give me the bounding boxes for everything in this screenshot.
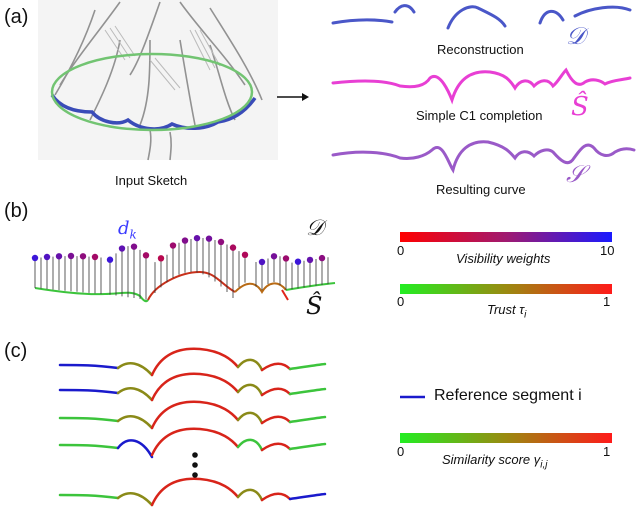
similarity-segment [150, 400, 240, 430]
input-sketch [38, 0, 278, 161]
similarity-label-subscript: i,j [540, 459, 548, 471]
trust-max: 1 [603, 294, 611, 309]
resulting-curve-caption: Resulting curve [436, 182, 526, 197]
trust-label: Trust τi [487, 302, 526, 321]
dk-point [205, 235, 213, 242]
d-symbol: 𝒟 [306, 216, 324, 241]
similarity-segment [58, 363, 120, 370]
dk-point [43, 253, 51, 261]
similarity-segment [236, 488, 264, 502]
arrow [277, 93, 309, 101]
dk-point [157, 255, 165, 262]
dk-point [294, 258, 302, 265]
similarity-segment [116, 439, 154, 459]
c1-completion-curve [331, 67, 632, 105]
similarity-segment [58, 493, 120, 500]
dk-point [67, 252, 75, 260]
dk-point [193, 234, 201, 242]
visibility-max: 10 [600, 243, 615, 258]
trust-label-text: Trust τ [487, 302, 525, 317]
similarity-segment [116, 362, 154, 377]
trust-label-subscript: i [524, 309, 527, 321]
similarity-segment [288, 387, 327, 396]
similarity-segment [288, 492, 327, 501]
dk-point [55, 253, 63, 260]
similarity-min: 0 [397, 444, 405, 459]
similarity-segment [150, 477, 240, 507]
dk-point [229, 244, 237, 251]
similarity-segment [288, 362, 327, 371]
similarity-segment [58, 388, 120, 395]
dk-point [79, 253, 87, 260]
panel-label-b: (b) [4, 200, 29, 222]
visibility-label: Visibility weights [456, 251, 551, 266]
similarity-max: 1 [603, 444, 611, 459]
similarity-segment [58, 416, 120, 423]
dk-point [169, 242, 177, 249]
similarity-label-text: Similarity score γ [442, 452, 541, 467]
trust-min: 0 [397, 294, 405, 309]
similarity-segment [260, 415, 292, 425]
similarity-rows [58, 347, 327, 507]
dk-point [118, 245, 126, 252]
similarity-segment [58, 443, 120, 450]
similarity-segment [236, 411, 264, 425]
c1-completion-symbol: Ŝ [571, 92, 589, 122]
dk-point [270, 253, 278, 260]
similarity-segment [150, 372, 240, 402]
similarity-segment [150, 427, 240, 457]
dk-point [106, 256, 114, 263]
reconstruction-caption: Reconstruction [437, 42, 524, 57]
similarity-segment [260, 387, 292, 397]
similarity-segment [116, 492, 154, 507]
dk-label-subscript: k [129, 227, 137, 242]
dk-point [130, 243, 138, 250]
dk-point [142, 252, 150, 259]
dk-point [258, 258, 266, 266]
dk-point [306, 256, 314, 264]
similarity-segment [150, 347, 240, 377]
similarity-segment [288, 415, 327, 424]
input-sketch-caption: Input Sketch [115, 173, 188, 188]
similarity-segment [260, 362, 292, 372]
dk-point [318, 254, 326, 262]
dk-point [181, 237, 189, 244]
similarity-colorbar [400, 433, 612, 443]
reconstruction-curve [331, 4, 632, 30]
similarity-segment [236, 438, 264, 452]
dk-plot [31, 234, 336, 303]
panel-label-c: (c) [4, 340, 28, 362]
similarity-label: Similarity score γi,j [442, 452, 547, 471]
reconstruction-symbol: 𝒟 [566, 22, 586, 50]
resulting-curve [331, 140, 636, 174]
dk-point [31, 254, 39, 262]
ellipsis-dots [192, 452, 198, 478]
similarity-segment [260, 442, 292, 452]
similarity-segment [260, 492, 292, 502]
trust-colorbar [400, 284, 612, 294]
dk-point [217, 238, 225, 246]
c1-completion-caption: Simple C1 completion [416, 108, 543, 123]
resulting-curve-symbol: 𝒮 [566, 160, 585, 188]
similarity-segment [116, 415, 154, 430]
similarity-segment [236, 383, 264, 397]
dk-label-d: d [118, 218, 130, 239]
panel-label-a: (a) [4, 6, 29, 28]
similarity-segment [116, 387, 154, 402]
dk-point [282, 255, 290, 262]
dk-point [91, 253, 99, 261]
s-hat-symbol: Ŝ [306, 292, 323, 320]
reference-legend-label: Reference segment i [434, 387, 582, 404]
dk-label: dk [118, 218, 137, 242]
similarity-segment [288, 442, 327, 451]
visibility-min: 0 [397, 243, 405, 258]
similarity-segment [236, 358, 264, 372]
dk-point [241, 251, 249, 259]
visibility-colorbar [400, 232, 612, 242]
